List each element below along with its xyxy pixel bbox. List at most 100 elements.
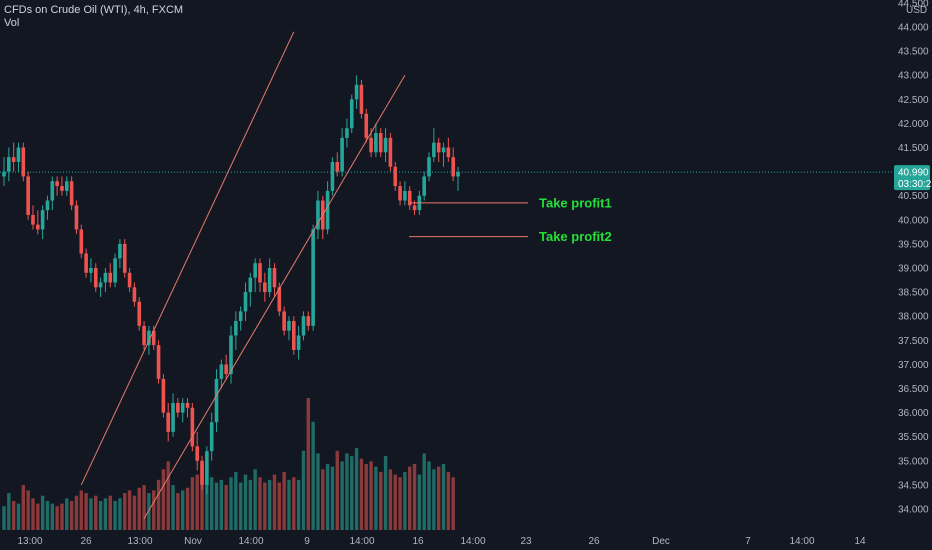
volume-bar (350, 456, 354, 530)
volume-bar (127, 490, 132, 530)
volume-bar (190, 477, 195, 530)
candle-body (238, 311, 243, 322)
volume-bar (267, 479, 272, 530)
candle-body (456, 172, 460, 177)
time-tick-label: 14:00 (460, 536, 485, 547)
volume-bar (369, 461, 373, 530)
volume-bar (277, 482, 282, 530)
price-tick-label: 40.500 (898, 191, 929, 202)
time-tick-label: 26 (588, 536, 600, 547)
volume-bar (94, 495, 98, 530)
volume-bar (195, 474, 199, 530)
volume-bar (316, 453, 320, 530)
volume-bar (176, 493, 180, 530)
candle-body (243, 292, 248, 312)
time-axis[interactable]: 13:00 26 13:00 Nov 14:00 9 14:00 16 14:00 23 26 Dec… (17, 536, 866, 547)
volume-bar (65, 498, 69, 530)
volume-bar (166, 461, 170, 530)
volume-bar (258, 477, 262, 530)
price-tag-countdown: 03:30:25 (898, 179, 932, 190)
candle-body (263, 282, 267, 293)
volume-bar (50, 503, 54, 530)
candle-body (69, 181, 74, 206)
volume-bar (118, 498, 122, 530)
volume-bar (287, 479, 291, 530)
chart-header: CFDs on Crude Oil (WTI), 4h, FXCM Vol (4, 4, 183, 30)
candle-body (224, 364, 228, 375)
channel-upper-line (80, 31, 295, 486)
price-tick-label: 34.000 (898, 505, 929, 516)
volume-bar (205, 461, 209, 530)
candle-body (171, 402, 175, 432)
volume-bar (108, 495, 112, 530)
price-tick-label: 40.000 (898, 215, 929, 226)
time-tick-label: 13:00 (127, 536, 152, 547)
candle-body (55, 181, 59, 187)
candle-body (11, 157, 16, 162)
candle-body (345, 128, 349, 138)
candle-body (282, 311, 286, 331)
candle-body (340, 137, 344, 172)
volume-bar (364, 464, 368, 530)
volume-bar (229, 477, 233, 530)
candle-body (93, 268, 98, 288)
volume-bars (2, 398, 455, 530)
candle-body (422, 176, 427, 196)
channel-lower-line (143, 74, 406, 519)
candle-body (412, 205, 417, 211)
volume-bar (200, 469, 204, 530)
volume-bar (238, 482, 243, 530)
volume-bar (26, 490, 30, 530)
time-tick-label: 16 (412, 536, 424, 547)
volume-bar (123, 493, 127, 530)
candle-body (209, 422, 214, 452)
candle-body (108, 272, 113, 283)
volume-bar (147, 493, 151, 530)
volume-bar (398, 477, 402, 530)
volume-bar (161, 469, 166, 530)
volume-bar (437, 466, 441, 530)
volume-bar (185, 487, 190, 530)
candle-body (113, 258, 117, 283)
volume-bar (272, 474, 277, 530)
volume-bar (69, 500, 74, 530)
candle-body (118, 243, 122, 259)
volume-bar (132, 495, 137, 530)
volume-bar (408, 466, 412, 530)
candle-body (98, 282, 103, 288)
volume-bar (40, 495, 45, 530)
volume-bar (311, 421, 315, 530)
candle-body (296, 335, 301, 350)
candle-body (185, 402, 190, 408)
volume-bar (422, 453, 426, 530)
volume-bar (2, 506, 6, 530)
volume-bar (403, 471, 407, 530)
volume-bar (296, 479, 301, 530)
candle-body (40, 210, 45, 230)
volume-bar (219, 479, 224, 530)
time-tick-label: 9 (304, 536, 310, 547)
price-tick-label: 36.000 (898, 408, 929, 419)
volume-bar (152, 490, 156, 530)
candle-body (79, 229, 84, 254)
time-tick-label: 14:00 (789, 536, 814, 547)
price-axis-background (894, 0, 932, 550)
volume-bar (325, 464, 330, 530)
volume-bar (417, 474, 422, 530)
candle-body (403, 190, 407, 201)
candle-body (31, 214, 35, 225)
volume-bar (359, 458, 364, 530)
candle-body (383, 137, 388, 153)
candle-body (354, 84, 359, 100)
candle-body (132, 287, 137, 302)
candle-body (16, 147, 21, 162)
price-tick-label: 38.500 (898, 288, 929, 299)
volume-bar (234, 471, 238, 530)
volume-bar (89, 498, 93, 530)
candle-body (301, 316, 306, 336)
candle-body (451, 157, 455, 177)
candle-body (229, 335, 233, 375)
candle-body (306, 316, 311, 326)
